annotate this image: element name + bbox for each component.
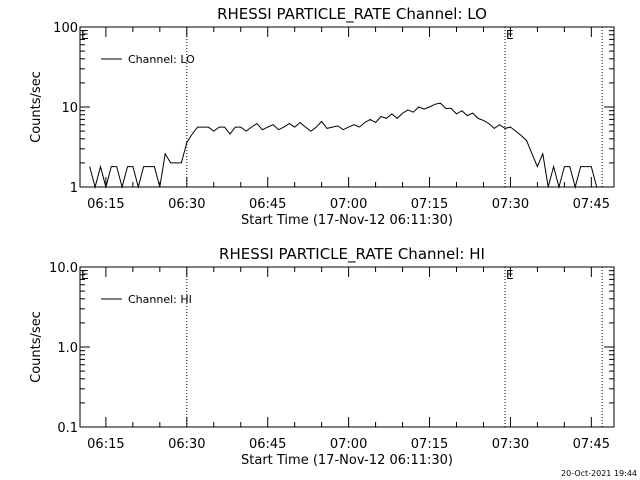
x-tick-label: 06:30 [168,437,205,452]
corner-label: E [81,28,89,42]
legend-label: Channel: HI [128,293,192,306]
chart-title: RHESSI PARTICLE_RATE Channel: HI [219,245,485,264]
legend-label: Channel: LO [128,53,195,66]
x-tick-label: 07:45 [573,437,610,452]
chart-title: RHESSI PARTICLE_RATE Channel: LO [217,5,487,24]
x-tick-label: 07:00 [330,197,367,212]
x-tick-label: 07:45 [573,197,610,212]
series-line-0 [89,102,603,189]
lo-channel-plot: RHESSI PARTICLE_RATE Channel: LO Start Ti… [29,5,615,228]
footer-timestamp: 20-Oct-2021 19:44 [561,469,637,478]
x-axis-label: Start Time (17-Nov-12 06:11:30) [241,213,453,228]
plot-frame [79,266,615,428]
x-tick-label: 06:15 [87,197,124,212]
event-marker-label: E [506,268,514,282]
event-marker-label: E [506,28,514,42]
x-tick-label: 07:00 [330,437,367,452]
y-tick-label: 0.1 [57,421,78,436]
x-tick-label: 06:45 [249,437,286,452]
y-axis-label: Counts/sec [29,311,44,383]
y-axis-label: Counts/sec [29,71,44,143]
x-tick-label: 07:30 [492,197,529,212]
x-tick-label: 06:30 [168,197,205,212]
y-tick-label: 1.0 [57,341,78,356]
y-tick-label: 1 [70,181,78,196]
y-tick-label: 100 [53,21,78,36]
plot-frame [79,26,615,188]
y-tick-label: 10 [61,101,78,116]
x-axis-label: Start Time (17-Nov-12 06:11:30) [241,453,453,468]
x-tick-label: 07:30 [492,437,529,452]
x-tick-label: 07:15 [411,197,448,212]
x-tick-label: 07:15 [411,437,448,452]
y-tick-label: 10.0 [49,261,78,276]
hi-channel-plot: RHESSI PARTICLE_RATE Channel: HI Start Ti… [29,245,615,468]
x-tick-label: 06:15 [87,437,124,452]
x-tick-label: 06:45 [249,197,286,212]
corner-label: E [81,268,89,282]
